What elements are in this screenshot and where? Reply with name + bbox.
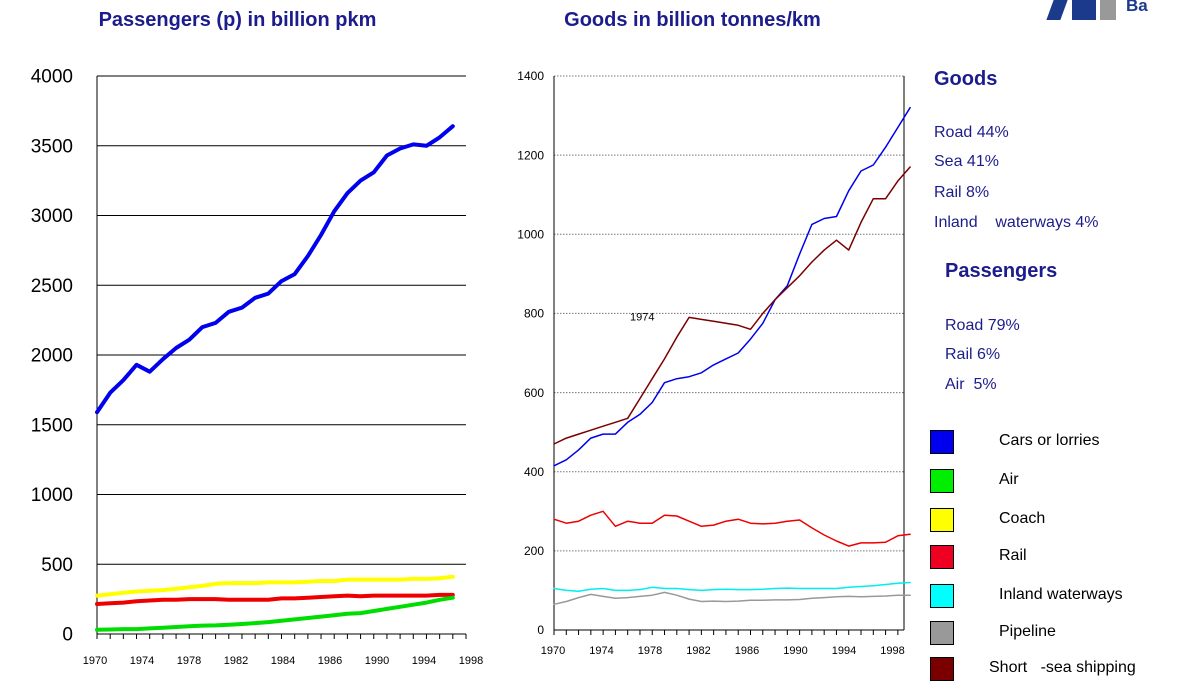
y-tick-label-4000: 4000	[31, 67, 73, 88]
logo: Ba	[1050, 0, 1191, 20]
legend-swatch-cars	[930, 430, 954, 454]
x-tick-label-1986: 1986	[318, 655, 342, 667]
passengers-share-air: Air 5%	[945, 376, 997, 394]
x-tick-label-1998: 1998	[880, 645, 904, 657]
goods-share-sea: Sea 41%	[934, 153, 999, 171]
logo-mark-block-icon	[1072, 0, 1096, 20]
logo-text: Ba	[1126, 0, 1148, 16]
y-tick-label-500: 500	[41, 555, 73, 576]
series-line-pipeline	[554, 592, 910, 604]
y-tick-label-2500: 2500	[31, 276, 73, 297]
y-tick-label-400: 400	[524, 465, 544, 479]
x-tick-label-1970: 1970	[541, 645, 565, 657]
legend-item-inland: Inland waterways	[930, 584, 1190, 608]
legend-swatch-inland	[930, 584, 954, 608]
legend-swatch-coach	[930, 508, 954, 532]
legend-label-inland: Inland waterways	[999, 586, 1123, 604]
y-tick-label-3000: 3000	[31, 206, 73, 227]
y-tick-label-200: 200	[524, 544, 544, 558]
x-tick-label-1984: 1984	[271, 655, 295, 667]
y-tick-label-0: 0	[62, 625, 73, 646]
legend-label-pipeline: Pipeline	[999, 623, 1056, 641]
legend-swatch-shortsea	[930, 657, 954, 681]
x-tick-label-1990: 1990	[365, 655, 389, 667]
legend-item-air: Air	[930, 469, 1190, 493]
passengers-share-road: Road 79%	[945, 317, 1020, 335]
series-line-cars-or-lorries	[97, 126, 453, 412]
legend-item-rail: Rail	[930, 545, 1190, 569]
y-tick-label-1000: 1000	[31, 485, 73, 506]
legend-swatch-rail	[930, 545, 954, 569]
series-line-coach	[97, 577, 453, 596]
goods-chart: 0 200 400 600 800 1000 1200 1400 1970 1974 1978 198…	[517, 69, 910, 657]
annotation-1974: 1974	[630, 311, 654, 323]
legend-item-cars: Cars or lorries	[930, 430, 1190, 454]
legend-label-rail: Rail	[999, 547, 1027, 565]
goods-share-road: Road 44%	[934, 124, 1009, 142]
legend-label-shortsea: Short -sea shipping	[989, 659, 1136, 677]
y-tick-label-800: 800	[524, 307, 544, 321]
x-tick-label-1978: 1978	[177, 655, 201, 667]
y-tick-label-0: 0	[537, 623, 544, 637]
legend-item-pipeline: Pipeline	[930, 621, 1190, 645]
legend-item-coach: Coach	[930, 508, 1190, 532]
x-tick-label-1970: 1970	[83, 655, 107, 667]
passengers-share-heading: Passengers	[945, 260, 1057, 283]
y-tick-label-1200: 1200	[517, 148, 544, 162]
legend-item-shortsea: Short -sea shipping	[930, 657, 1190, 681]
x-tick-label-1990: 1990	[783, 645, 807, 657]
series-line-cars-or-lorries	[554, 108, 910, 466]
x-tick-label-1982: 1982	[224, 655, 248, 667]
legend-label-air: Air	[999, 471, 1019, 489]
goods-share-rail: Rail 8%	[934, 184, 989, 202]
y-tick-label-3500: 3500	[31, 136, 73, 157]
legend-swatch-pipeline	[930, 621, 954, 645]
series-line-rail	[554, 511, 910, 546]
series-line-air	[97, 598, 453, 630]
legend-swatch-air	[930, 469, 954, 493]
series-line-inland-waterways	[554, 583, 910, 592]
x-tick-label-1974: 1974	[130, 655, 154, 667]
y-tick-label-600: 600	[524, 386, 544, 400]
legend-label-coach: Coach	[999, 510, 1045, 528]
series-line-short--sea-shipping	[554, 167, 910, 444]
y-tick-label-1400: 1400	[517, 69, 544, 83]
y-tick-label-1000: 1000	[517, 227, 544, 241]
legend-label-cars: Cars or lorries	[999, 432, 1099, 450]
passengers-chart: 0 500 1000 1500 2000 2500 3000 3500 4000 1970 1974…	[31, 67, 484, 667]
x-tick-label-1974: 1974	[589, 645, 613, 657]
goods-share-inland: Inland waterways 4%	[934, 214, 1099, 232]
x-tick-label-1982: 1982	[686, 645, 710, 657]
x-tick-label-1998: 1998	[459, 655, 483, 667]
goods-share-heading: Goods	[934, 68, 997, 91]
series-line-rail	[97, 595, 453, 604]
x-tick-label-1994: 1994	[412, 655, 436, 667]
passengers-share-rail: Rail 6%	[945, 346, 1000, 364]
x-tick-label-1978: 1978	[638, 645, 662, 657]
x-tick-label-1994: 1994	[832, 645, 856, 657]
x-tick-label-1986: 1986	[735, 645, 759, 657]
logo-mark-icon	[1046, 0, 1067, 20]
logo-mark-grey-icon	[1100, 0, 1116, 20]
y-tick-label-2000: 2000	[31, 346, 73, 367]
y-tick-label-1500: 1500	[31, 415, 73, 436]
